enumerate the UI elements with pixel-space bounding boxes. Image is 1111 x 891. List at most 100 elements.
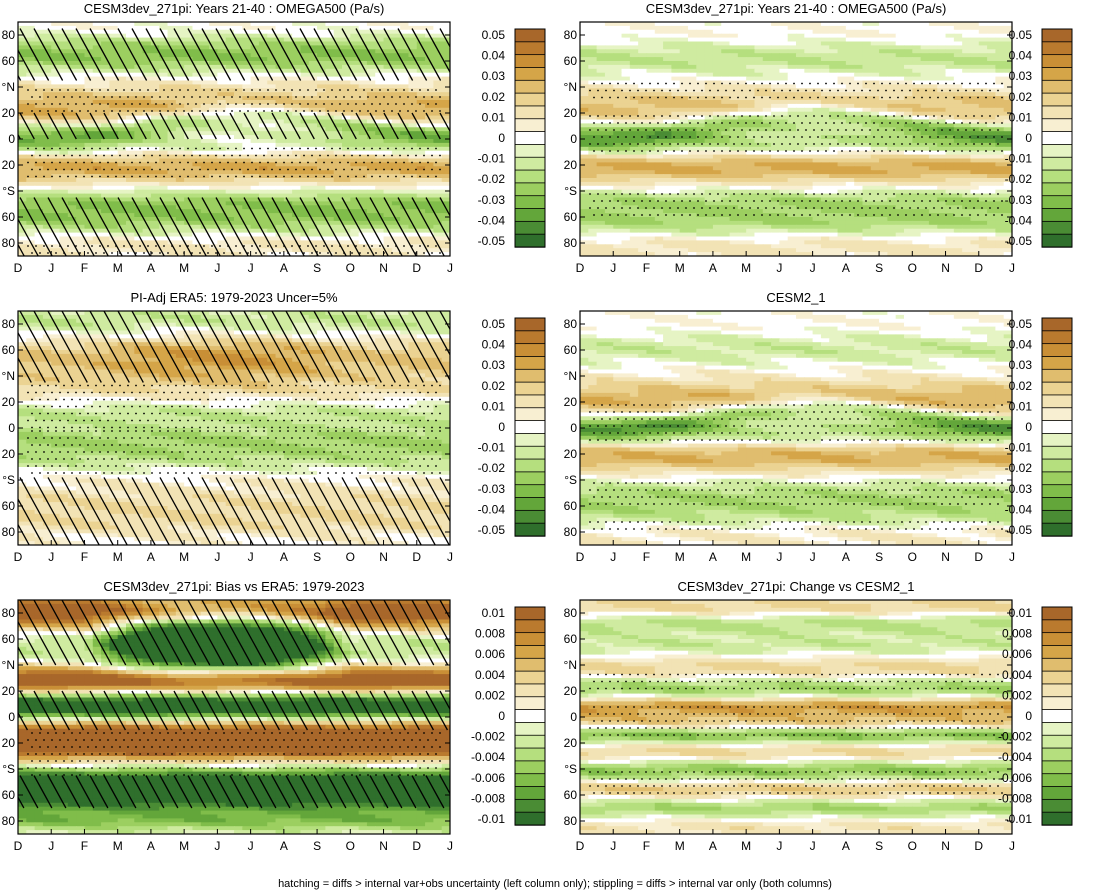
heatmap-cell <box>350 158 360 163</box>
heatmap-cell <box>787 41 797 46</box>
heatmap-cell <box>845 100 855 105</box>
heatmap-cell <box>358 139 368 144</box>
heatmap-cell <box>721 84 731 89</box>
heatmap-cell <box>84 205 94 210</box>
heatmap-cell <box>408 154 418 160</box>
stipple-dot <box>107 103 109 105</box>
heatmap-cell <box>366 252 376 256</box>
heatmap-cell <box>59 33 69 39</box>
heatmap-cell <box>42 80 52 85</box>
heatmap-cell <box>234 224 243 230</box>
stipple-dot <box>215 168 217 171</box>
heatmap-cell <box>209 111 218 117</box>
heatmap-cell <box>175 240 185 245</box>
heatmap-cell <box>242 123 252 128</box>
heatmap-cell <box>42 158 52 163</box>
stipple-dot <box>211 147 213 150</box>
stipple-dot <box>335 96 337 98</box>
stipple-dot <box>99 175 101 178</box>
heatmap-cell <box>416 232 426 238</box>
heatmap-cell <box>59 80 69 85</box>
heatmap-cell <box>870 29 880 35</box>
heatmap-cell <box>150 205 160 210</box>
stipple-dot <box>199 252 201 254</box>
heatmap-cell <box>317 131 326 136</box>
heatmap-cell <box>804 53 814 58</box>
stipple-dot <box>67 89 69 91</box>
heatmap-cell <box>588 41 598 46</box>
heatmap-cell <box>142 49 152 54</box>
heatmap-cell <box>242 72 252 78</box>
heatmap-cell <box>200 33 210 39</box>
heatmap-cell <box>920 41 930 46</box>
heatmap-cell <box>126 53 135 58</box>
heatmap-cell <box>391 197 401 202</box>
heatmap-cell <box>962 84 972 89</box>
heatmap-cell <box>258 240 268 245</box>
heatmap-cell <box>317 25 326 31</box>
heatmap-cell <box>42 107 52 113</box>
stipple-dot <box>107 147 109 150</box>
heatmap-cell <box>333 68 343 74</box>
heatmap-cell <box>342 49 351 54</box>
stipple-dot <box>131 89 133 91</box>
heatmap-cell <box>787 29 797 35</box>
heatmap-cell <box>679 80 689 85</box>
heatmap-cell <box>325 205 335 210</box>
heatmap-cell <box>117 209 127 214</box>
heatmap-cell <box>134 29 144 35</box>
heatmap-cell <box>84 240 94 245</box>
heatmap-cell <box>192 76 202 82</box>
heatmap-cell <box>275 25 285 31</box>
heatmap-cell <box>209 103 218 109</box>
heatmap-cell <box>242 49 252 54</box>
heatmap-cell <box>42 139 52 144</box>
heatmap-cell <box>317 111 326 117</box>
heatmap-cell <box>325 217 335 222</box>
heatmap-cell <box>987 41 996 46</box>
heatmap-cell <box>42 252 52 256</box>
heatmap-cell <box>400 139 410 144</box>
heatmap-cell <box>358 252 368 256</box>
heatmap-cell <box>746 22 756 27</box>
heatmap-cell <box>425 154 434 160</box>
heatmap-cell <box>829 57 839 62</box>
heatmap-cell <box>175 197 185 202</box>
heatmap-cell <box>225 139 235 144</box>
heatmap-cell <box>258 45 268 50</box>
heatmap-cell <box>995 96 1005 101</box>
heatmap-cell <box>258 232 268 238</box>
stipple-dot <box>123 245 125 247</box>
heatmap-cell <box>366 68 376 74</box>
heatmap-cell <box>342 252 351 256</box>
heatmap-cell <box>275 92 285 97</box>
stipple-dot <box>67 147 69 150</box>
heatmap-cell <box>300 53 310 58</box>
heatmap-cell <box>712 37 722 43</box>
heatmap-cell <box>679 29 689 35</box>
stipple-dot <box>343 96 345 98</box>
heatmap-cell <box>862 33 872 39</box>
heatmap-cell <box>613 76 623 82</box>
heatmap-cell <box>117 41 127 46</box>
heatmap-cell <box>126 142 135 148</box>
stipple-dot <box>375 154 377 157</box>
heatmap-cell <box>101 174 110 179</box>
heatmap-cell <box>779 72 789 78</box>
heatmap-cell <box>150 178 160 183</box>
heatmap-cell <box>51 84 61 89</box>
heatmap-cell <box>375 232 385 238</box>
heatmap-cell <box>200 181 210 187</box>
heatmap-cell <box>234 22 243 27</box>
heatmap-cell <box>441 53 450 58</box>
heatmap-cell <box>200 107 210 113</box>
stipple-dot <box>391 252 393 254</box>
heatmap-cell <box>333 103 343 109</box>
stipple-dot <box>327 154 329 157</box>
stipple-dot <box>407 252 409 254</box>
stipple-dot <box>175 168 177 171</box>
heatmap-cell <box>34 158 44 163</box>
heatmap-cell <box>671 22 681 27</box>
heatmap-cell <box>646 53 656 58</box>
heatmap-cell <box>441 224 450 230</box>
